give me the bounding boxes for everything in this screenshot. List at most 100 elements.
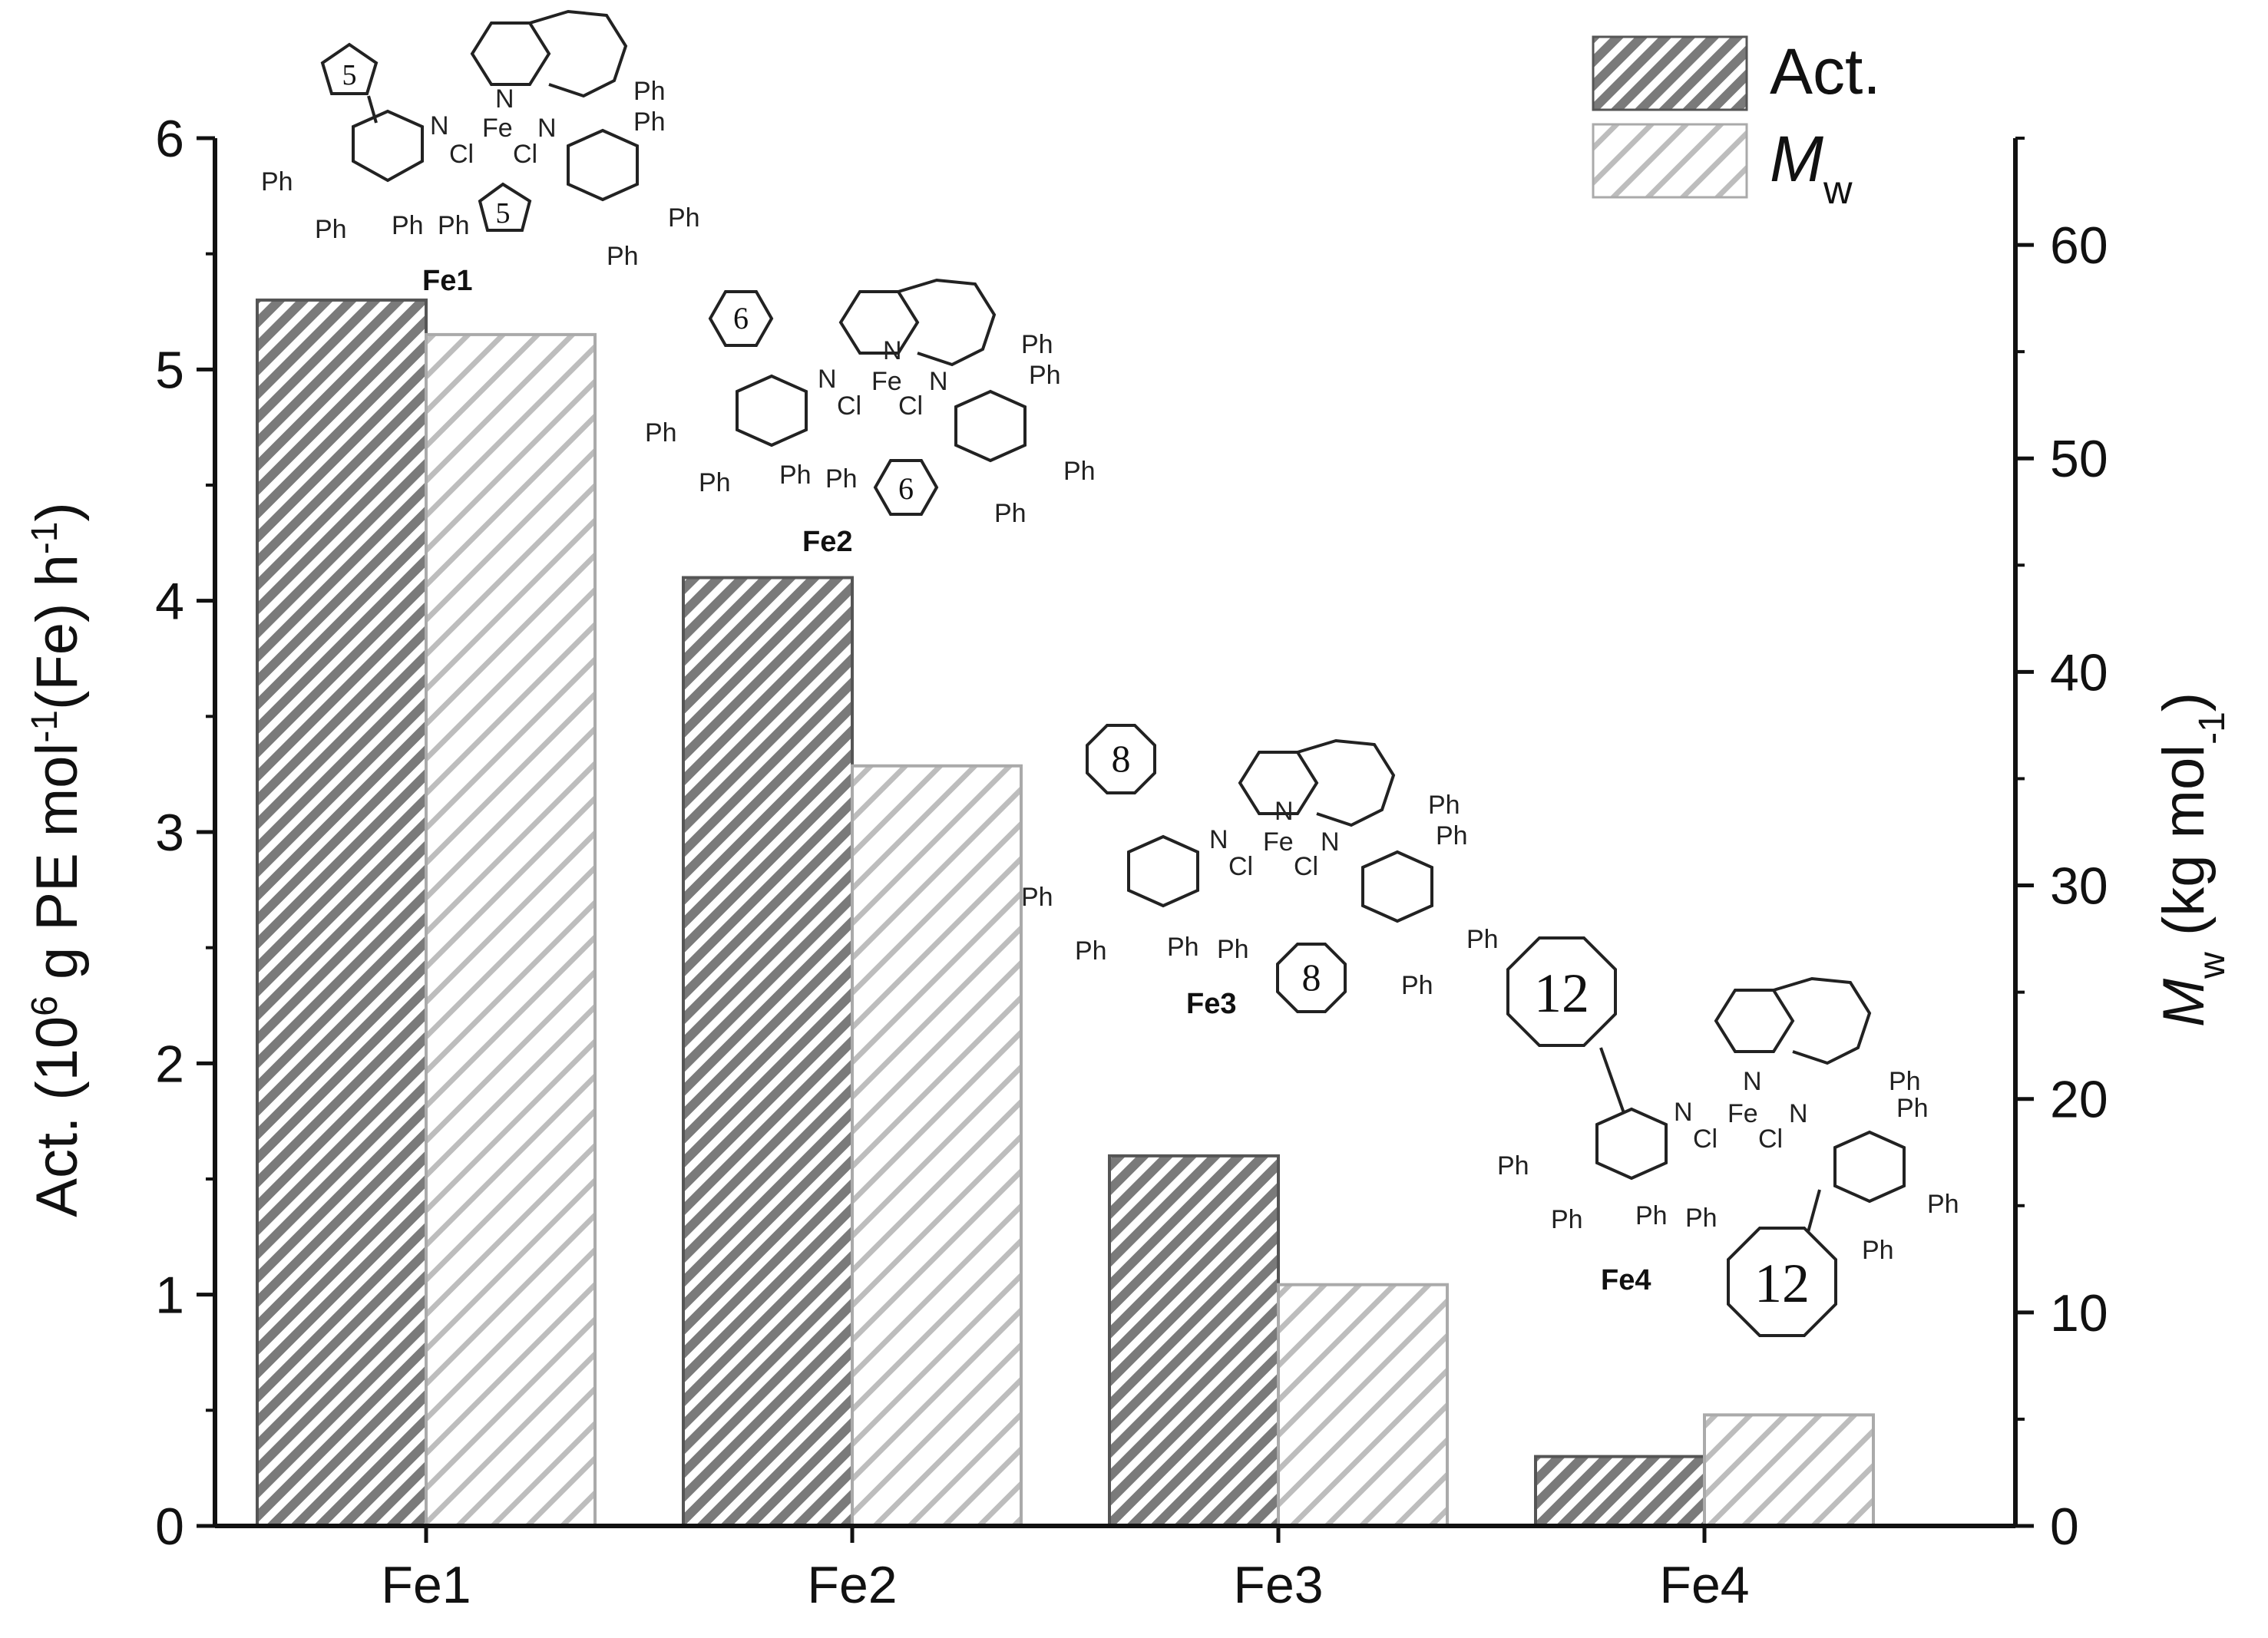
svg-text:Ph: Ph <box>1896 1094 1929 1123</box>
fe1-structure-label: Fe1 <box>422 265 472 297</box>
svg-text:Ph: Ph <box>1889 1067 1921 1096</box>
fe3-ring-label: 8 <box>1112 737 1131 780</box>
svg-text:Cl: Cl <box>1294 852 1318 881</box>
svg-text:Ph: Ph <box>261 167 293 196</box>
svg-text:Ph: Ph <box>392 211 424 240</box>
fe1-structure: 5 5 N Fe N Cl Cl N Ph Ph Ph Ph Ph Ph Ph … <box>261 9 700 297</box>
y-right-tick-label: 60 <box>2050 216 2108 275</box>
legend-swatch-mw <box>1592 123 1748 199</box>
fe3-structure-label: Fe3 <box>1186 988 1236 1020</box>
svg-text:Ph: Ph <box>825 464 858 494</box>
x-tick-label: Fe4 <box>1659 1556 1749 1614</box>
fe2-ring-label: 6 <box>733 301 749 335</box>
svg-text:Ph: Ph <box>1685 1204 1718 1233</box>
svg-text:Ph: Ph <box>633 77 666 106</box>
legend: Act. Mw <box>1592 35 1881 213</box>
svg-text:N: N <box>430 111 449 140</box>
fe2-structure: 6 6 N Fe N Cl Cl N Ph Ph Ph Ph Ph Ph Ph … <box>645 278 1096 558</box>
svg-text:Cl: Cl <box>1693 1124 1718 1154</box>
bar-act-fe3 <box>1108 1154 1280 1528</box>
bars-layer <box>256 298 1875 1528</box>
y-left-tick-label: 5 <box>155 341 184 399</box>
svg-text:Ph: Ph <box>645 418 677 447</box>
svg-text:Ph: Ph <box>1551 1205 1583 1234</box>
svg-text:Cl: Cl <box>898 391 923 421</box>
svg-text:Fe: Fe <box>871 367 902 396</box>
bar-mw-fe2 <box>851 764 1023 1527</box>
x-tick-label: Fe2 <box>807 1556 897 1614</box>
y-axis-left-title: Act. (106 g PE mol-1(Fe) h-1) <box>25 502 91 1217</box>
y-axis-right-title: Mw (kg mol-1) <box>2151 692 2233 1027</box>
y-left-tick-label: 6 <box>155 110 184 168</box>
svg-text:Ph: Ph <box>1927 1190 1959 1219</box>
svg-text:Ph: Ph <box>994 499 1027 528</box>
svg-text:Ph: Ph <box>1021 330 1053 359</box>
fe1-ring-label-2: 5 <box>496 197 511 230</box>
fe4-structure-label: Fe4 <box>1601 1264 1651 1296</box>
bar-act-fe1 <box>256 298 428 1527</box>
svg-text:N: N <box>1789 1099 1808 1128</box>
svg-text:Ph: Ph <box>438 211 470 240</box>
svg-text:N: N <box>1321 827 1340 857</box>
fe2-ring-label-2: 6 <box>898 471 914 506</box>
svg-text:N: N <box>818 365 837 394</box>
svg-text:Cl: Cl <box>449 140 474 169</box>
y-left-tick-label: 2 <box>155 1035 184 1093</box>
svg-text:Ph: Ph <box>668 203 700 233</box>
svg-text:Ph: Ph <box>1401 971 1433 1000</box>
legend-swatch-act <box>1592 35 1748 111</box>
svg-text:Fe: Fe <box>1263 827 1294 857</box>
svg-text:Cl: Cl <box>513 140 537 169</box>
y-right-tick-label: 40 <box>2050 643 2108 702</box>
legend-label-act: Act. <box>1770 35 1881 107</box>
svg-text:Ph: Ph <box>1428 791 1460 820</box>
fe4-structure: 12 12 N Fe N Cl Cl N Ph Ph Ph Ph Ph Ph P… <box>1497 936 1959 1337</box>
svg-text:Cl: Cl <box>837 391 861 421</box>
svg-text:Ph: Ph <box>1217 935 1249 964</box>
svg-text:Ph: Ph <box>699 468 731 497</box>
svg-text:Ph: Ph <box>1021 883 1053 912</box>
svg-text:N: N <box>537 114 557 143</box>
fe4-ring-label-2: 12 <box>1754 1253 1810 1314</box>
fe4-ring-label: 12 <box>1534 963 1589 1024</box>
fe3-structure: 8 8 N Fe N Cl Cl N Ph Ph Ph Ph Ph Ph Ph … <box>1021 724 1499 1020</box>
bar-mw-fe4 <box>1703 1413 1875 1527</box>
fe3-ring-label-2: 8 <box>1302 956 1321 999</box>
y-right-tick-label: 10 <box>2050 1284 2108 1342</box>
svg-text:Cl: Cl <box>1758 1124 1783 1154</box>
y-left-tick-label: 0 <box>155 1498 184 1556</box>
y-left-tick-label: 1 <box>155 1266 184 1325</box>
fe2-structure-label: Fe2 <box>802 526 852 558</box>
svg-text:N: N <box>1743 1067 1762 1096</box>
y-right-tick-label: 20 <box>2050 1071 2108 1129</box>
y-right-tick-label: 0 <box>2050 1498 2079 1556</box>
x-tick-label: Fe3 <box>1233 1556 1323 1614</box>
svg-text:Fe: Fe <box>482 114 513 143</box>
svg-text:N: N <box>1209 825 1228 854</box>
svg-text:N: N <box>495 84 514 114</box>
svg-text:Fe: Fe <box>1727 1099 1758 1128</box>
y-left-tick-label: 3 <box>155 804 184 862</box>
x-tick-label: Fe1 <box>381 1556 471 1614</box>
svg-text:Ph: Ph <box>1167 933 1199 962</box>
svg-text:N: N <box>1674 1098 1693 1127</box>
svg-text:Ph: Ph <box>1075 936 1107 966</box>
bar-act-fe4 <box>1534 1455 1706 1527</box>
y-right-tick-label: 30 <box>2050 857 2108 916</box>
svg-text:Ph: Ph <box>315 215 347 244</box>
svg-text:Ph: Ph <box>1029 361 1061 390</box>
svg-text:Ph: Ph <box>1497 1151 1529 1181</box>
svg-text:Ph: Ph <box>633 107 666 137</box>
svg-text:Ph: Ph <box>1436 821 1468 850</box>
svg-text:Cl: Cl <box>1228 852 1253 881</box>
svg-text:Ph: Ph <box>779 461 812 490</box>
svg-text:N: N <box>929 367 948 396</box>
svg-text:Ph: Ph <box>1466 925 1499 954</box>
fe1-ring-label: 5 <box>342 59 357 91</box>
svg-text:N: N <box>1275 797 1294 826</box>
svg-text:N: N <box>883 336 902 365</box>
svg-text:Ph: Ph <box>607 242 639 271</box>
bar-act-fe2 <box>682 576 854 1527</box>
